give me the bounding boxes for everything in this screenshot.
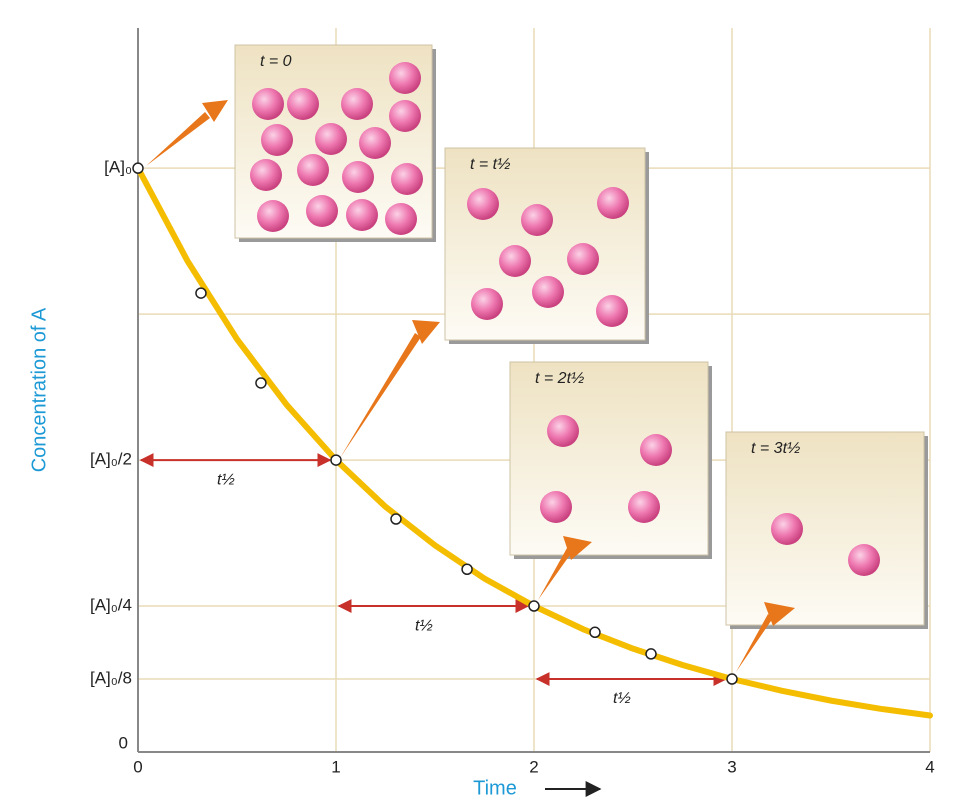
molecule bbox=[567, 243, 599, 275]
molecule bbox=[547, 415, 579, 447]
molecule bbox=[306, 195, 338, 227]
data-point bbox=[330, 454, 342, 466]
panel-label: t = 0 bbox=[260, 53, 292, 70]
molecule bbox=[471, 288, 503, 320]
molecule bbox=[297, 154, 329, 186]
molecule bbox=[848, 544, 880, 576]
panel bbox=[509, 361, 709, 556]
pointer bbox=[736, 614, 773, 672]
y-tick-label: [A]₀ bbox=[104, 158, 132, 177]
pointer bbox=[202, 100, 228, 122]
pointer bbox=[563, 536, 592, 560]
pointer bbox=[764, 602, 795, 626]
half-life-label: t½ bbox=[217, 471, 235, 488]
x-tick-label: 0 bbox=[133, 757, 142, 776]
data-point bbox=[461, 563, 473, 575]
data-point bbox=[195, 287, 207, 299]
molecule bbox=[640, 434, 672, 466]
panel-label: t = 3t½ bbox=[751, 440, 800, 457]
pointer bbox=[412, 320, 440, 344]
molecule bbox=[771, 513, 803, 545]
pointer bbox=[146, 112, 210, 166]
data-point bbox=[132, 162, 144, 174]
molecule bbox=[391, 163, 423, 195]
y-tick-label: [A]₀/2 bbox=[90, 450, 132, 469]
molecule bbox=[532, 276, 564, 308]
pointer bbox=[340, 333, 421, 458]
x-tick-label: 1 bbox=[331, 757, 340, 776]
molecule bbox=[346, 199, 378, 231]
molecule bbox=[341, 88, 373, 120]
molecules bbox=[771, 513, 880, 576]
molecule bbox=[521, 204, 553, 236]
x-tick-label: 4 bbox=[925, 757, 934, 776]
molecule bbox=[359, 127, 391, 159]
y-tick-label: 0 bbox=[119, 733, 128, 752]
x-axis-title: Time bbox=[473, 777, 517, 799]
data-point bbox=[255, 377, 267, 389]
panel bbox=[725, 431, 925, 626]
molecule bbox=[385, 203, 417, 235]
data-point bbox=[390, 513, 402, 525]
molecule bbox=[628, 491, 660, 523]
molecule bbox=[287, 88, 319, 120]
molecule bbox=[596, 295, 628, 327]
data-point bbox=[589, 626, 601, 639]
y-tick-label: [A]₀/8 bbox=[90, 669, 132, 688]
data-point bbox=[726, 673, 738, 685]
molecules bbox=[540, 415, 672, 523]
molecule bbox=[315, 123, 347, 155]
molecule bbox=[597, 187, 629, 219]
molecule bbox=[257, 200, 289, 232]
plot: t½ t½ t½ bbox=[132, 162, 933, 719]
panel-label: t = 2t½ bbox=[535, 370, 584, 387]
molecule bbox=[250, 159, 282, 191]
molecule bbox=[467, 188, 499, 220]
molecule bbox=[342, 161, 374, 193]
y-axis-title: Concentration of A bbox=[28, 307, 50, 472]
half-life-label: t½ bbox=[613, 690, 631, 707]
panel-label: t = t½ bbox=[470, 156, 510, 173]
molecule bbox=[499, 245, 531, 277]
data-point bbox=[645, 648, 657, 660]
pointer bbox=[538, 548, 572, 600]
y-tick-label: [A]₀/4 bbox=[90, 596, 132, 615]
half-life-label: t½ bbox=[415, 617, 433, 634]
molecule bbox=[252, 88, 284, 120]
pointers bbox=[146, 100, 795, 672]
molecules bbox=[250, 62, 423, 235]
data-point bbox=[528, 600, 540, 612]
molecule bbox=[389, 62, 421, 94]
panels: t = 0 t = t½ t = 2t½ t = 3t½ bbox=[234, 44, 928, 629]
molecule bbox=[261, 124, 293, 156]
molecule bbox=[540, 491, 572, 523]
molecule bbox=[389, 100, 421, 132]
x-tick-label: 3 bbox=[727, 757, 736, 776]
molecules bbox=[467, 187, 629, 327]
x-tick-label: 2 bbox=[529, 757, 538, 776]
